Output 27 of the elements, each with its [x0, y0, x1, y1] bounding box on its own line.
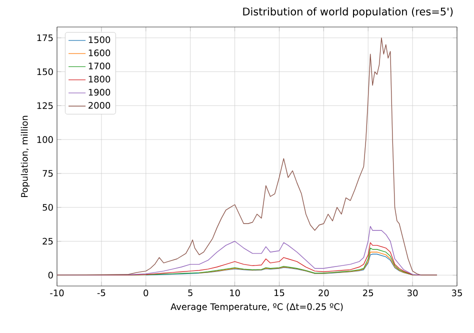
x-tick-label: -10	[50, 290, 64, 296]
y-axis-title: Population, million	[20, 116, 30, 197]
legend-label: 1900	[88, 88, 110, 96]
y-tick-label: 75	[42, 170, 53, 177]
x-tick-label: -5	[97, 290, 106, 296]
x-tick-label: 0	[144, 290, 148, 296]
legend-label: 1500	[88, 36, 110, 44]
x-tick-label: 20	[318, 290, 329, 296]
legend-label: 1600	[88, 49, 110, 56]
y-tick-label: 175	[37, 34, 53, 42]
legend-label: 1800	[88, 76, 110, 83]
chart-title: Distribution of world population (res=5')	[243, 7, 453, 18]
y-tick-label: 100	[37, 136, 53, 143]
x-tick-label: 10	[230, 290, 240, 296]
x-tick-label: 30	[408, 290, 418, 296]
y-tick-label: 125	[37, 102, 53, 110]
y-tick-label: 50	[42, 204, 53, 211]
x-tick-label: 25	[363, 290, 374, 296]
y-tick-label: 25	[42, 238, 53, 245]
x-tick-label: 15	[274, 290, 284, 296]
legend-label: 2000	[88, 102, 110, 109]
x-tick-label: 35	[452, 290, 462, 296]
x-tick-label: 5	[188, 290, 192, 296]
legend-label: 1700	[88, 62, 110, 70]
y-tick-label: 150	[37, 68, 53, 76]
x-axis-title: Average Temperature, ºC (Δt=0.25 ºC)	[170, 303, 343, 312]
y-tick-label: 0	[48, 272, 53, 279]
